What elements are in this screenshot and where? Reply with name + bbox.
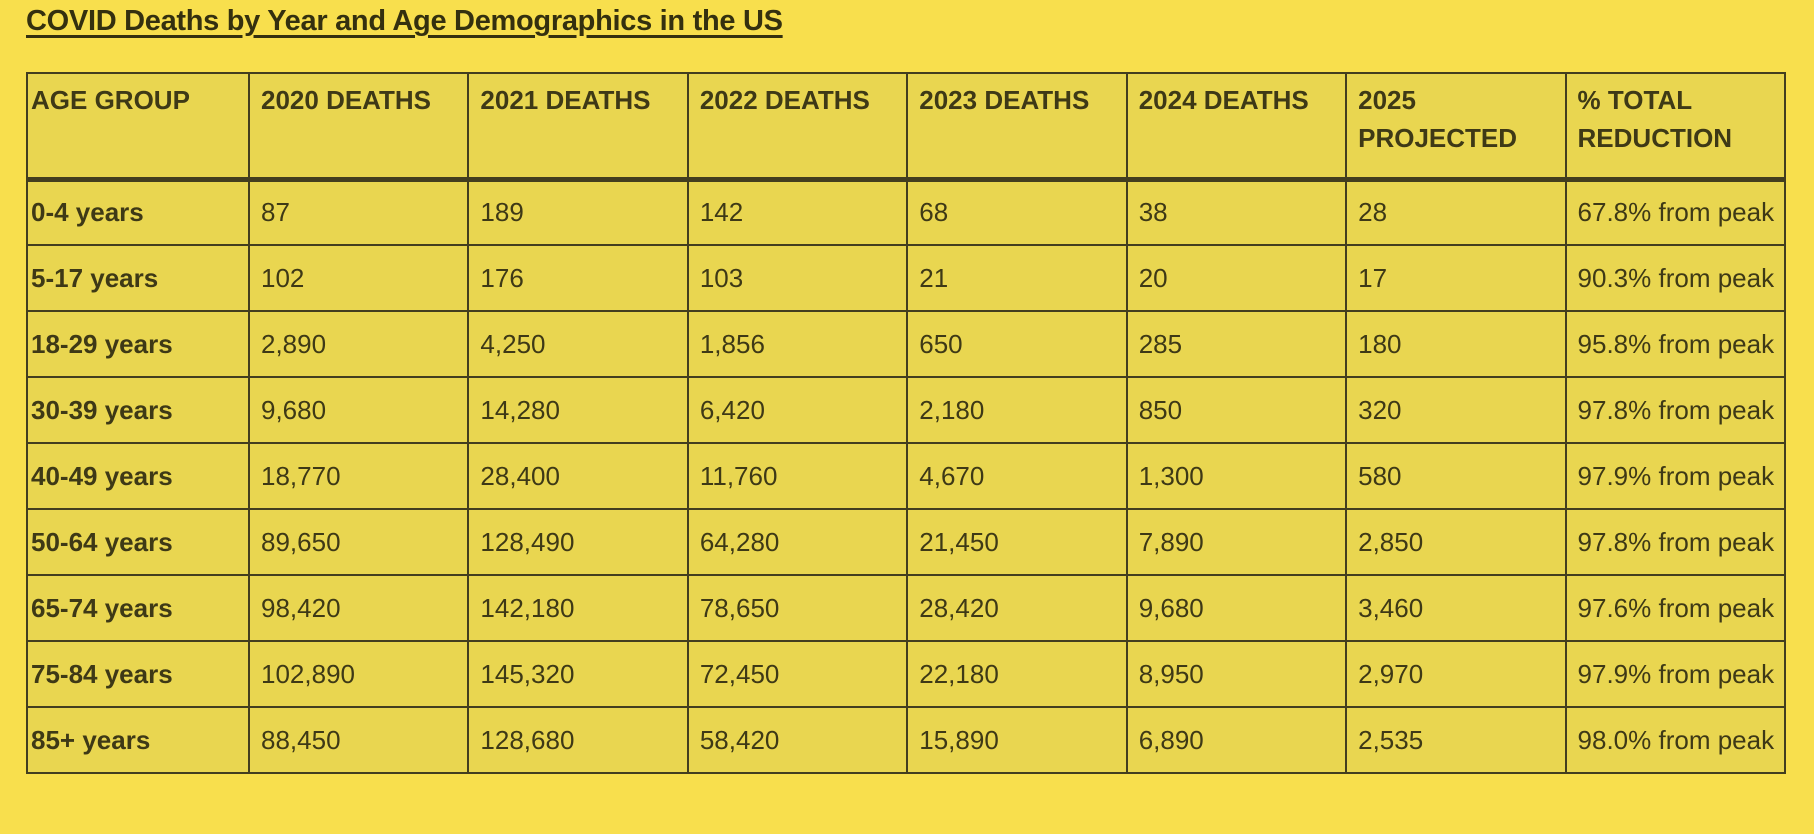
data-cell: 189 [467, 178, 689, 246]
data-cell: 142,180 [467, 574, 689, 642]
column-header: % TOTAL REDUCTION [1564, 72, 1787, 182]
data-cell: 11,760 [686, 442, 909, 510]
data-cell: 17 [1345, 244, 1567, 312]
data-cell: 320 [1345, 376, 1567, 444]
table-row: 5-17 years 102 176 103 21 20 17 90.3% from peak [26, 244, 1787, 312]
data-cell: 850 [1125, 376, 1348, 444]
row-label: 65-74 years [26, 574, 250, 642]
column-header: 2021 DEATHS [467, 72, 689, 182]
data-cell: 28 [1345, 178, 1567, 246]
data-cell: 2,850 [1345, 508, 1567, 576]
header-row: AGE GROUP 2020 DEATHS 2021 DEATHS 2022 DEAT… [26, 72, 1787, 182]
row-label: 50-64 years [26, 508, 250, 576]
table-header: AGE GROUP 2020 DEATHS 2021 DEATHS 2022 DEAT… [26, 72, 1787, 182]
data-cell: 14,280 [467, 376, 689, 444]
data-cell: 68 [906, 178, 1128, 246]
data-cell: 89,650 [247, 508, 470, 576]
data-cell: 2,970 [1345, 640, 1567, 708]
data-cell: 97.9% from peak [1564, 442, 1787, 510]
data-cell: 87 [247, 178, 470, 246]
data-cell: 2,890 [247, 310, 470, 378]
column-header: 2020 DEATHS [247, 72, 470, 182]
data-cell: 2,180 [906, 376, 1128, 444]
data-cell: 3,460 [1345, 574, 1567, 642]
data-cell: 145,320 [467, 640, 689, 708]
row-label: 75-84 years [26, 640, 250, 708]
data-cell: 6,890 [1125, 706, 1348, 774]
data-cell: 28,400 [467, 442, 689, 510]
data-cell: 90.3% from peak [1564, 244, 1787, 312]
column-header: 2022 DEATHS [686, 72, 909, 182]
row-label: 30-39 years [26, 376, 250, 444]
data-cell: 98,420 [247, 574, 470, 642]
row-label: 18-29 years [26, 310, 250, 378]
data-cell: 2,535 [1345, 706, 1567, 774]
data-cell: 28,420 [906, 574, 1128, 642]
data-cell: 15,890 [906, 706, 1128, 774]
data-cell: 650 [906, 310, 1128, 378]
data-cell: 103 [686, 244, 909, 312]
table-row: 85+ years 88,450 128,680 58,420 15,890 6,890 2… [26, 706, 1787, 774]
table-row: 50-64 years 89,650 128,490 64,280 21,450 7,89… [26, 508, 1787, 576]
data-cell: 176 [467, 244, 689, 312]
row-label: 40-49 years [26, 442, 250, 510]
data-cell: 580 [1345, 442, 1567, 510]
table-row: 65-74 years 98,420 142,180 78,650 28,420 9,68… [26, 574, 1787, 642]
data-cell: 180 [1345, 310, 1567, 378]
data-cell: 20 [1125, 244, 1348, 312]
data-cell: 142 [686, 178, 909, 246]
data-cell: 97.6% from peak [1564, 574, 1787, 642]
data-cell: 102,890 [247, 640, 470, 708]
data-cell: 64,280 [686, 508, 909, 576]
data-cell: 98.0% from peak [1564, 706, 1787, 774]
data-cell: 285 [1125, 310, 1348, 378]
row-label: 0-4 years [26, 178, 250, 246]
data-cell: 97.8% from peak [1564, 508, 1787, 576]
page-title: COVID Deaths by Year and Age Demographic… [26, 5, 783, 37]
data-cell: 22,180 [906, 640, 1128, 708]
data-cell: 97.8% from peak [1564, 376, 1787, 444]
data-cell: 78,650 [686, 574, 909, 642]
row-label: 85+ years [26, 706, 250, 774]
data-cell: 128,680 [467, 706, 689, 774]
covid-deaths-table: AGE GROUP 2020 DEATHS 2021 DEATHS 2022 DEAT… [26, 72, 1787, 774]
column-header: 2025 PROJECTED [1345, 72, 1567, 182]
data-cell: 6,420 [686, 376, 909, 444]
column-header: AGE GROUP [26, 72, 250, 182]
data-cell: 95.8% from peak [1564, 310, 1787, 378]
data-cell: 67.8% from peak [1564, 178, 1787, 246]
row-label: 5-17 years [26, 244, 250, 312]
column-header: 2024 DEATHS [1125, 72, 1348, 182]
data-cell: 8,950 [1125, 640, 1348, 708]
data-cell: 21 [906, 244, 1128, 312]
table-row: 40-49 years 18,770 28,400 11,760 4,670 1,300 5… [26, 442, 1787, 510]
data-cell: 18,770 [247, 442, 470, 510]
data-cell: 1,300 [1125, 442, 1348, 510]
data-cell: 88,450 [247, 706, 470, 774]
data-cell: 9,680 [247, 376, 470, 444]
table-row: 75-84 years 102,890 145,320 72,450 22,180 8,9… [26, 640, 1787, 708]
data-cell: 9,680 [1125, 574, 1348, 642]
data-cell: 1,856 [686, 310, 909, 378]
data-cell: 58,420 [686, 706, 909, 774]
data-cell: 7,890 [1125, 508, 1348, 576]
data-cell: 102 [247, 244, 470, 312]
data-cell: 4,250 [467, 310, 689, 378]
data-cell: 128,490 [467, 508, 689, 576]
table-row: 18-29 years 2,890 4,250 1,856 650 285 180 95.8%… [26, 310, 1787, 378]
table-row: 30-39 years 9,680 14,280 6,420 2,180 850 320 97… [26, 376, 1787, 444]
data-cell: 97.9% from peak [1564, 640, 1787, 708]
data-cell: 38 [1125, 178, 1348, 246]
column-header: 2023 DEATHS [906, 72, 1128, 182]
table-row: 0-4 years 87 189 142 68 38 28 67.8% from peak [26, 178, 1787, 246]
data-cell: 72,450 [686, 640, 909, 708]
table-body: 0-4 years 87 189 142 68 38 28 67.8% from peak 5-… [26, 178, 1787, 774]
data-cell: 4,670 [906, 442, 1128, 510]
data-cell: 21,450 [906, 508, 1128, 576]
